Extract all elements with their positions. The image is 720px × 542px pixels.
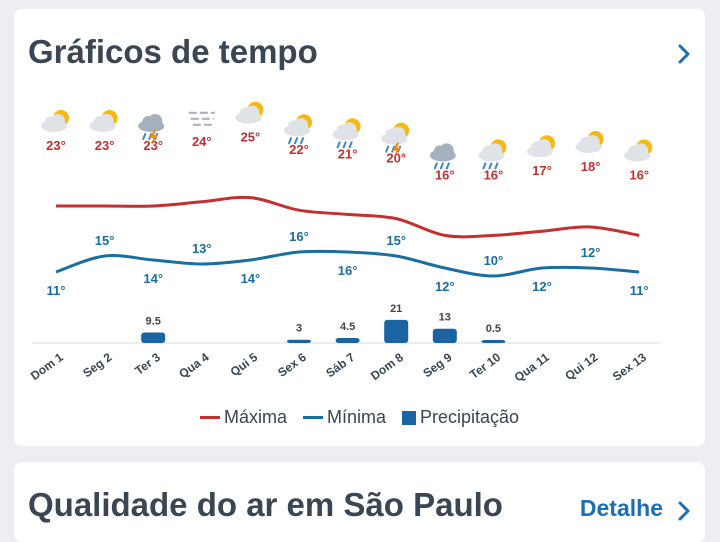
- precip-label: 0.5: [486, 323, 501, 335]
- precip-bar: [141, 332, 166, 343]
- x-axis-label: Dom 8: [368, 350, 406, 383]
- min-temp-label: 14°: [143, 271, 163, 286]
- sun-rain-icon: [332, 118, 361, 149]
- max-temp-label: 23°: [95, 138, 115, 153]
- chevron-right-icon[interactable]: [677, 43, 691, 65]
- air-quality-title: Qualidade do ar em São Paulo: [28, 486, 503, 523]
- precip-label: 4.5: [340, 321, 355, 333]
- x-axis-label: Sáb 7: [323, 350, 357, 380]
- chevron-right-icon[interactable]: [677, 500, 691, 522]
- max-temp-label: 16°: [435, 167, 455, 182]
- sun-thunderstorm-icon: [381, 122, 410, 157]
- x-axis-label: Seg 9: [420, 350, 454, 380]
- min-temp-label: 12°: [532, 279, 552, 294]
- legend-min: Mínima: [302, 407, 386, 428]
- min-temp-label: 14°: [241, 271, 261, 286]
- detail-link[interactable]: Detalhe: [579, 495, 663, 521]
- precip-label: 13: [439, 312, 451, 324]
- x-axis-label: Qui 5: [228, 350, 261, 379]
- x-axis-label: Seg 2: [80, 350, 114, 380]
- weather-chart: 9.5 3 4.5 21 13 0.5 11° 15° 14° 13° 14° 16° 16° 15° 12…: [28, 101, 660, 385]
- min-temp-label: 10°: [484, 253, 504, 268]
- max-temp-label: 16°: [629, 167, 649, 182]
- legend-max: Máxima: [199, 407, 287, 428]
- legend-min-label: Mínima: [326, 407, 386, 427]
- x-axis-label: Qui 12: [562, 350, 600, 383]
- max-temp-label: 23°: [143, 138, 163, 153]
- thunderstorm-icon: [138, 114, 165, 144]
- min-temp-label: 15°: [386, 233, 406, 248]
- max-temp-label: 20°: [386, 151, 406, 166]
- partly-sunny-icon: [89, 110, 118, 132]
- rain-icon: [429, 143, 456, 170]
- max-temp-label: 18°: [581, 159, 601, 174]
- fog-icon: [188, 111, 215, 126]
- min-temp-label: 11°: [630, 283, 649, 298]
- min-temp-label: 15°: [95, 233, 115, 248]
- sun-rain-icon: [478, 139, 507, 170]
- precip-bar: [287, 339, 311, 343]
- x-axis-label: Qua 11: [512, 350, 552, 385]
- air-quality-card: Qualidade do ar em São Paulo Detalhe: [14, 462, 705, 542]
- precip-bar: [384, 319, 409, 343]
- min-temp-label: 12°: [581, 245, 601, 260]
- card-title: Gráficos de tempo: [28, 33, 318, 70]
- min-temp-label: 11°: [47, 283, 66, 298]
- precip-bar: [481, 340, 506, 343]
- max-temp-label: 23°: [46, 138, 66, 153]
- partly-sunny-icon: [527, 135, 555, 158]
- max-temp-label: 25°: [241, 130, 261, 145]
- min-temp-line: [55, 249, 640, 278]
- x-axis-label: Ter 3: [132, 350, 163, 378]
- max-temp-label: 17°: [532, 163, 552, 178]
- min-temp-label: 16°: [338, 263, 358, 278]
- partly-sunny-icon: [624, 139, 653, 162]
- min-temp-label: 13°: [192, 241, 212, 256]
- x-axis-label: Dom 1: [28, 350, 66, 383]
- sun-rain-icon: [284, 114, 312, 145]
- precip-label: 3: [296, 323, 302, 335]
- max-temp-label: 22°: [289, 142, 309, 157]
- max-temp-label: 16°: [484, 167, 504, 182]
- chart-legend: Máxima Mínima Precipitação: [14, 407, 705, 428]
- legend-precip: Precipitação: [401, 407, 520, 428]
- partly-sunny-icon: [235, 101, 264, 124]
- x-axis-label: Sex 13: [610, 350, 649, 384]
- partly-sunny-icon: [575, 131, 604, 153]
- x-axis-label: Qua 4: [176, 350, 211, 381]
- precip-bar: [432, 328, 457, 343]
- partly-sunny-icon: [41, 110, 69, 132]
- max-temp-line: [56, 195, 640, 239]
- x-axis-label: Ter 10: [467, 350, 503, 382]
- legend-max-label: Máxima: [223, 407, 287, 427]
- max-temp-label: 24°: [192, 134, 212, 149]
- precip-label: 9.5: [146, 316, 161, 328]
- min-temp-label: 12°: [435, 279, 455, 294]
- min-temp-label: 16°: [289, 229, 309, 244]
- precip-bar: [335, 338, 360, 343]
- weather-charts-card: Gráficos de tempo 9.5 3 4.5 21 13 0.5 11° 15° 14…: [14, 9, 705, 446]
- legend-precip-label: Precipitação: [419, 407, 520, 427]
- precip-label: 21: [390, 303, 402, 315]
- max-temp-label: 21°: [338, 146, 358, 161]
- x-axis-label: Sex 6: [275, 350, 309, 380]
